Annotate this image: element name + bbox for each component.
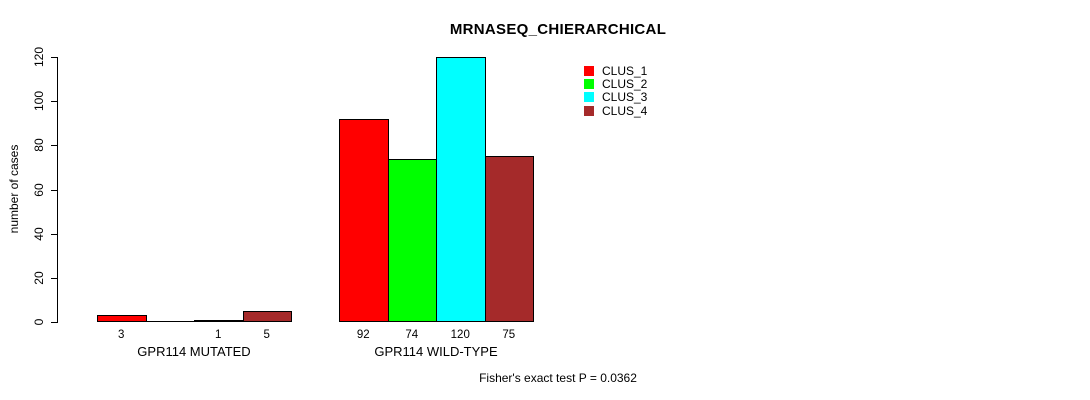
legend-item: CLUS_1	[584, 64, 647, 77]
y-axis-tick	[51, 322, 57, 323]
y-axis-tick-label: 120	[32, 46, 46, 68]
annotation-fisher-test: Fisher's exact test P = 0.0362	[479, 371, 637, 385]
y-axis-tick	[51, 101, 57, 103]
y-axis-tick	[51, 277, 57, 279]
y-axis-tick-label: 0	[32, 318, 46, 326]
legend-swatch-clus_1	[584, 65, 594, 76]
legend-label: CLUS_1	[602, 63, 648, 78]
legend-swatch-clus_3	[584, 92, 594, 103]
bar-clus_1	[97, 315, 147, 322]
legend-item: CLUS_2	[584, 77, 647, 90]
y-axis-tick-label: 20	[32, 271, 46, 285]
chart-title: MRNASEQ_CHIERARCHICAL	[449, 21, 667, 38]
y-axis-tick	[51, 145, 57, 147]
bar-clus_3	[436, 57, 486, 322]
legend: CLUS_1 CLUS_2 CLUS_3 CLUS_4	[584, 64, 647, 118]
legend-item: CLUS_3	[584, 91, 647, 104]
legend-swatch-clus_2	[584, 79, 594, 90]
legend-item: CLUS_4	[584, 104, 647, 117]
bar-value-label: 120	[450, 329, 470, 341]
bar-value-label: 1	[215, 329, 222, 341]
legend-label: CLUS_2	[602, 77, 648, 92]
bar-clus_2-zero	[145, 321, 195, 322]
y-axis-tick	[51, 233, 57, 235]
bar-value-label: 92	[356, 329, 370, 341]
bar-clus_3	[194, 319, 244, 322]
y-axis-tick-label: 100	[32, 91, 46, 112]
legend-label: CLUS_3	[602, 90, 648, 105]
bar-clus_4	[242, 310, 292, 322]
y-axis-tick-label: 40	[32, 226, 46, 241]
legend-label: CLUS_4	[602, 103, 648, 118]
bar-value-label: 75	[502, 329, 516, 341]
bar-value-label: 3	[118, 329, 125, 341]
y-axis-line	[57, 57, 58, 323]
group-label: GPR114 WILD-TYPE	[374, 344, 498, 359]
bar-value-label: 74	[405, 329, 419, 341]
bar-clus_4	[484, 156, 534, 322]
bar-value-label: 5	[263, 329, 270, 341]
y-axis-tick	[51, 189, 57, 191]
y-axis-tick-label: 80	[32, 138, 46, 153]
bar-clus_2	[387, 158, 437, 322]
y-axis-tick	[51, 57, 57, 58]
bar-clus_1	[339, 118, 389, 322]
group-label: GPR114 MUTATED	[137, 344, 251, 359]
legend-swatch-clus_4	[584, 105, 594, 116]
y-axis-tick-label: 60	[32, 182, 46, 197]
y-axis-label: number of cases	[7, 144, 21, 234]
